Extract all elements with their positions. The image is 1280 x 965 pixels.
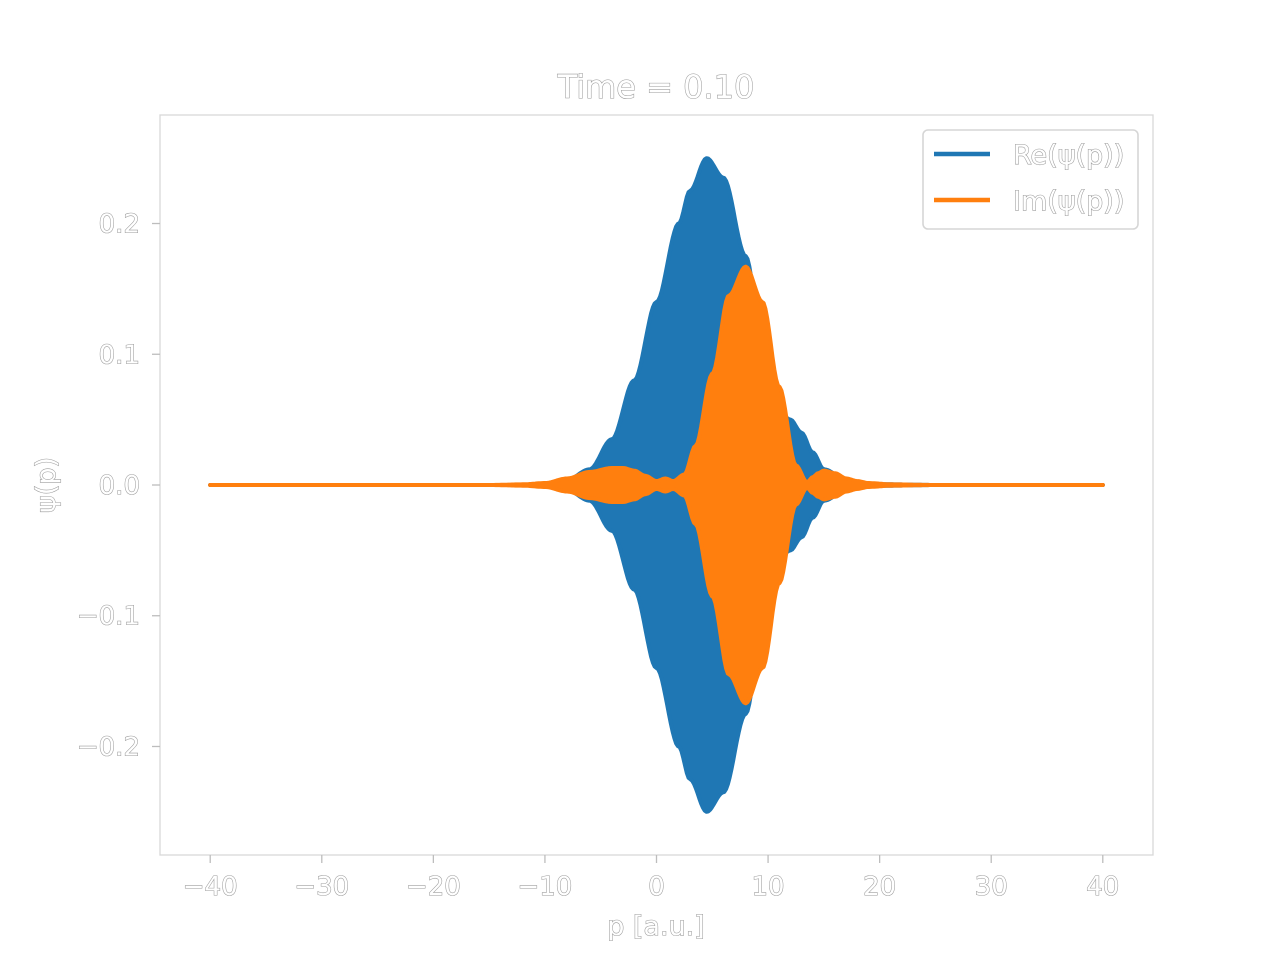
x-tick-label: −30: [294, 872, 349, 902]
y-axis-label: ψ(p): [31, 457, 62, 513]
x-tick-label: 10: [752, 872, 785, 902]
legend: Re(ψ(p)) Im(ψ(p)): [922, 129, 1139, 230]
y-tick-label: −0.1: [77, 602, 140, 632]
legend-label-0: Re(ψ(p)): [1013, 140, 1124, 171]
x-tick-label: −40: [183, 872, 238, 902]
x-tick-label: 20: [863, 872, 896, 902]
y-tick-label: 0.2: [99, 210, 140, 240]
x-tick-label: −10: [517, 872, 572, 902]
plot-area: [208, 156, 1105, 814]
y-tick-label: 0.1: [99, 340, 140, 370]
series-1: [208, 264, 1105, 706]
legend-label-1: Im(ψ(p)): [1013, 186, 1124, 217]
y-tick-label: 0.0: [99, 471, 140, 501]
x-axis-label: p [a.u.]: [607, 911, 705, 942]
chart-title: Time = 0.10: [557, 68, 755, 106]
x-tick-label: 40: [1086, 872, 1119, 902]
x-tick-label: −20: [406, 872, 461, 902]
x-tick-label: 30: [975, 872, 1008, 902]
axes: −40 −30 −20 −10 0 10 20 30 40 −0.2 −0.1 0.0 0.1 0.2: [76, 114, 1154, 903]
x-tick-label: 0: [648, 872, 665, 902]
y-tick-label: −0.2: [77, 732, 140, 762]
